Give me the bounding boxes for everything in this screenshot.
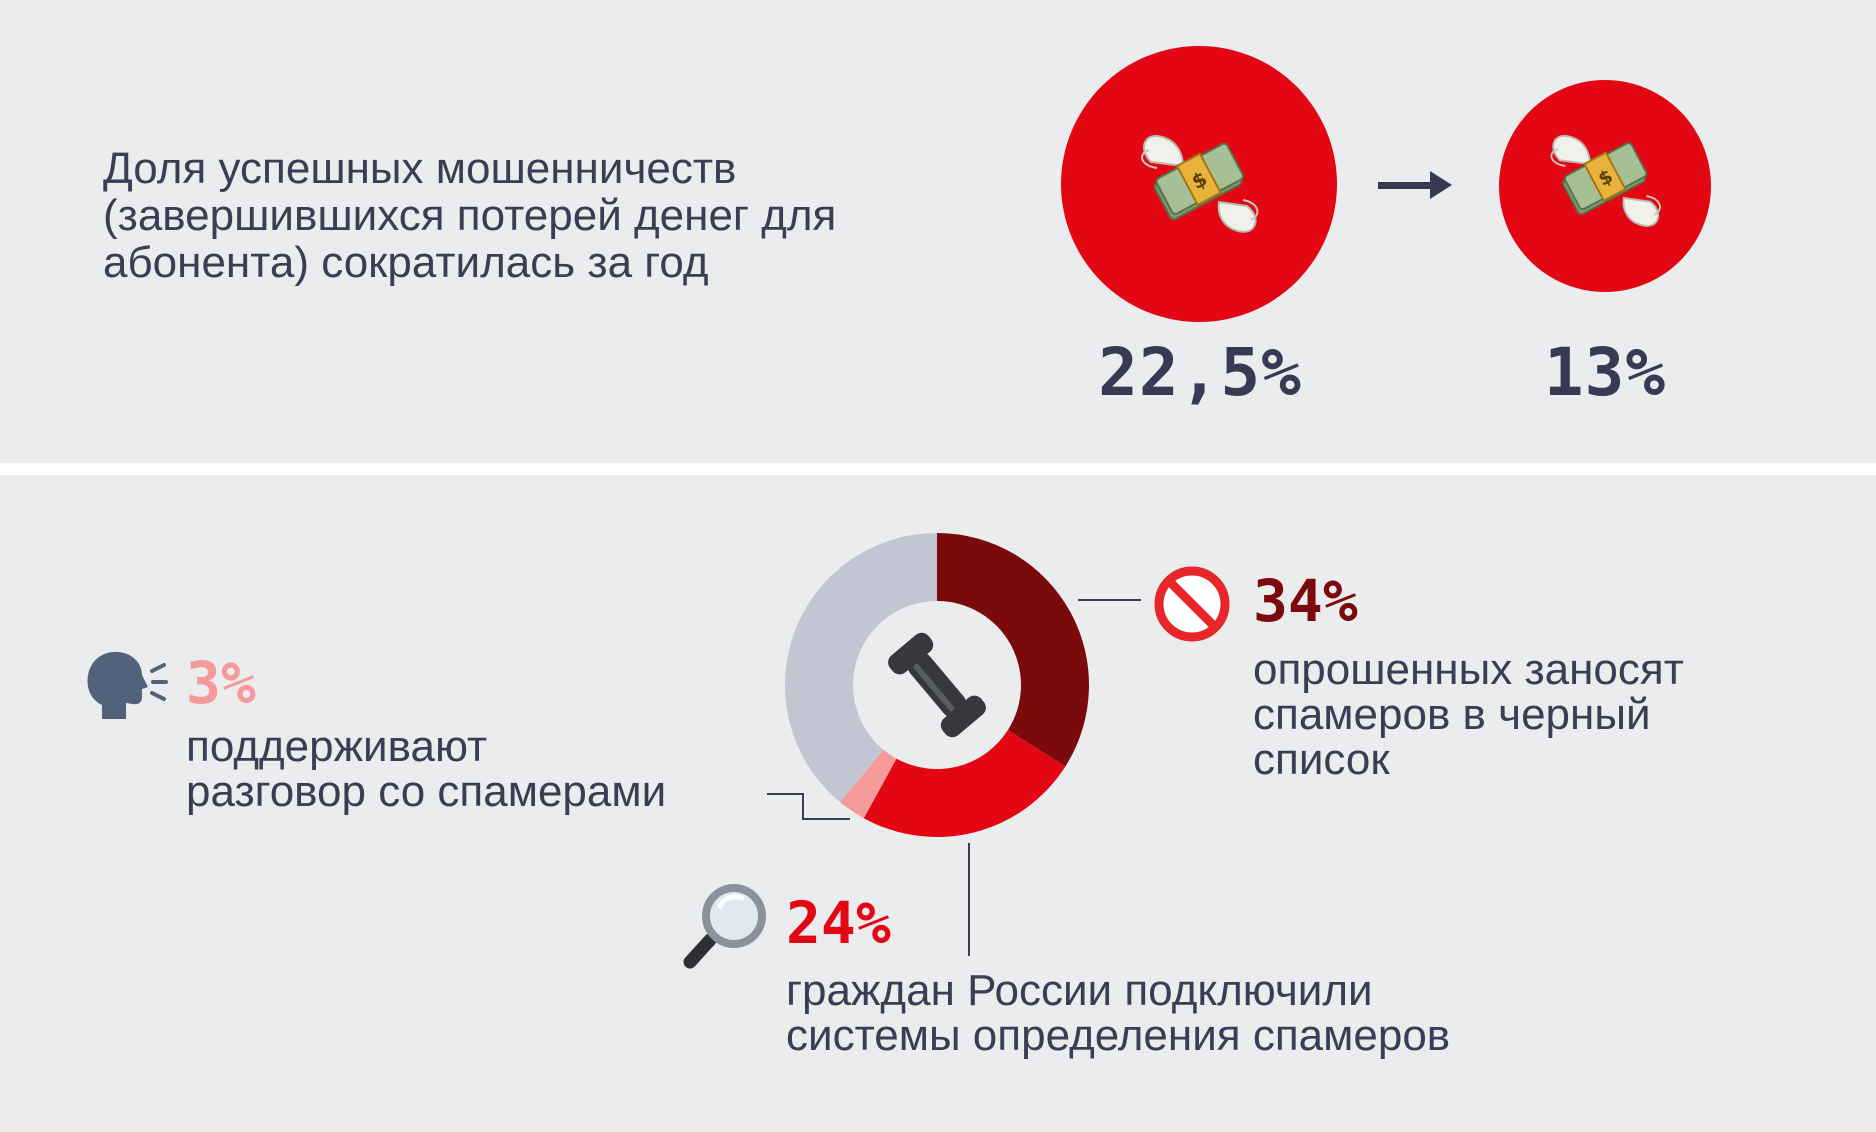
spam-reaction-donut-chart [785,533,1089,837]
donut-slice-24-percent [863,730,1066,837]
blacklist-stat-text-line: список [1253,735,1390,784]
talk-stat-value: 3% [186,649,256,717]
speaking-head-icon [87,651,168,719]
connector-line-3 [802,793,804,820]
detect-stat-text: граждан России подключили системы опреде… [786,968,1450,1058]
detect-stat-value: 24% [786,889,891,957]
blacklist-stat-text: опрошенных заносят спамеров в черный спи… [1253,647,1684,782]
detect-stat-text-line: системы определения спамеров [786,1011,1451,1060]
donut-slices [785,533,1089,837]
money-with-wings-icon: $ [1141,135,1259,233]
detect-stat-text-line: граждан России подключили [786,966,1373,1015]
talk-stat-text: поддерживают разговор со спамерами [186,724,666,814]
money-with-wings-icon: $ [1550,135,1661,227]
arrow-right-icon [1378,171,1452,199]
connector-line-34 [1078,599,1141,601]
donut-slice-3-percent [840,749,897,819]
blacklist-stat-text-line: опрошенных заносят [1253,645,1684,694]
donut-slice-34-percent [937,533,1089,767]
headline: Доля успешных мошенничеств (завершившихс… [103,144,837,287]
blacklist-stat-text-line: спамеров в черный [1253,690,1651,739]
connector-line-3 [802,818,850,820]
telephone-receiver-icon [888,632,986,738]
fraud-share-panel: Доля успешных мошенничеств (завершившихс… [0,0,1876,463]
talk-stat-text-line: поддерживают [186,722,488,771]
no-entry-icon [1154,566,1230,642]
fraud-share-before-value: 22,5% [1098,334,1302,411]
blacklist-stat-value: 34% [1253,567,1358,635]
section-divider [0,463,1876,475]
connector-line-24 [968,843,970,956]
donut-slice-other [785,533,937,803]
talk-stat-text-line: разговор со спамерами [186,767,667,816]
connector-line-3 [767,793,804,795]
magnifying-glass-icon [683,884,766,969]
fraud-share-after-value: 13% [1543,334,1667,411]
